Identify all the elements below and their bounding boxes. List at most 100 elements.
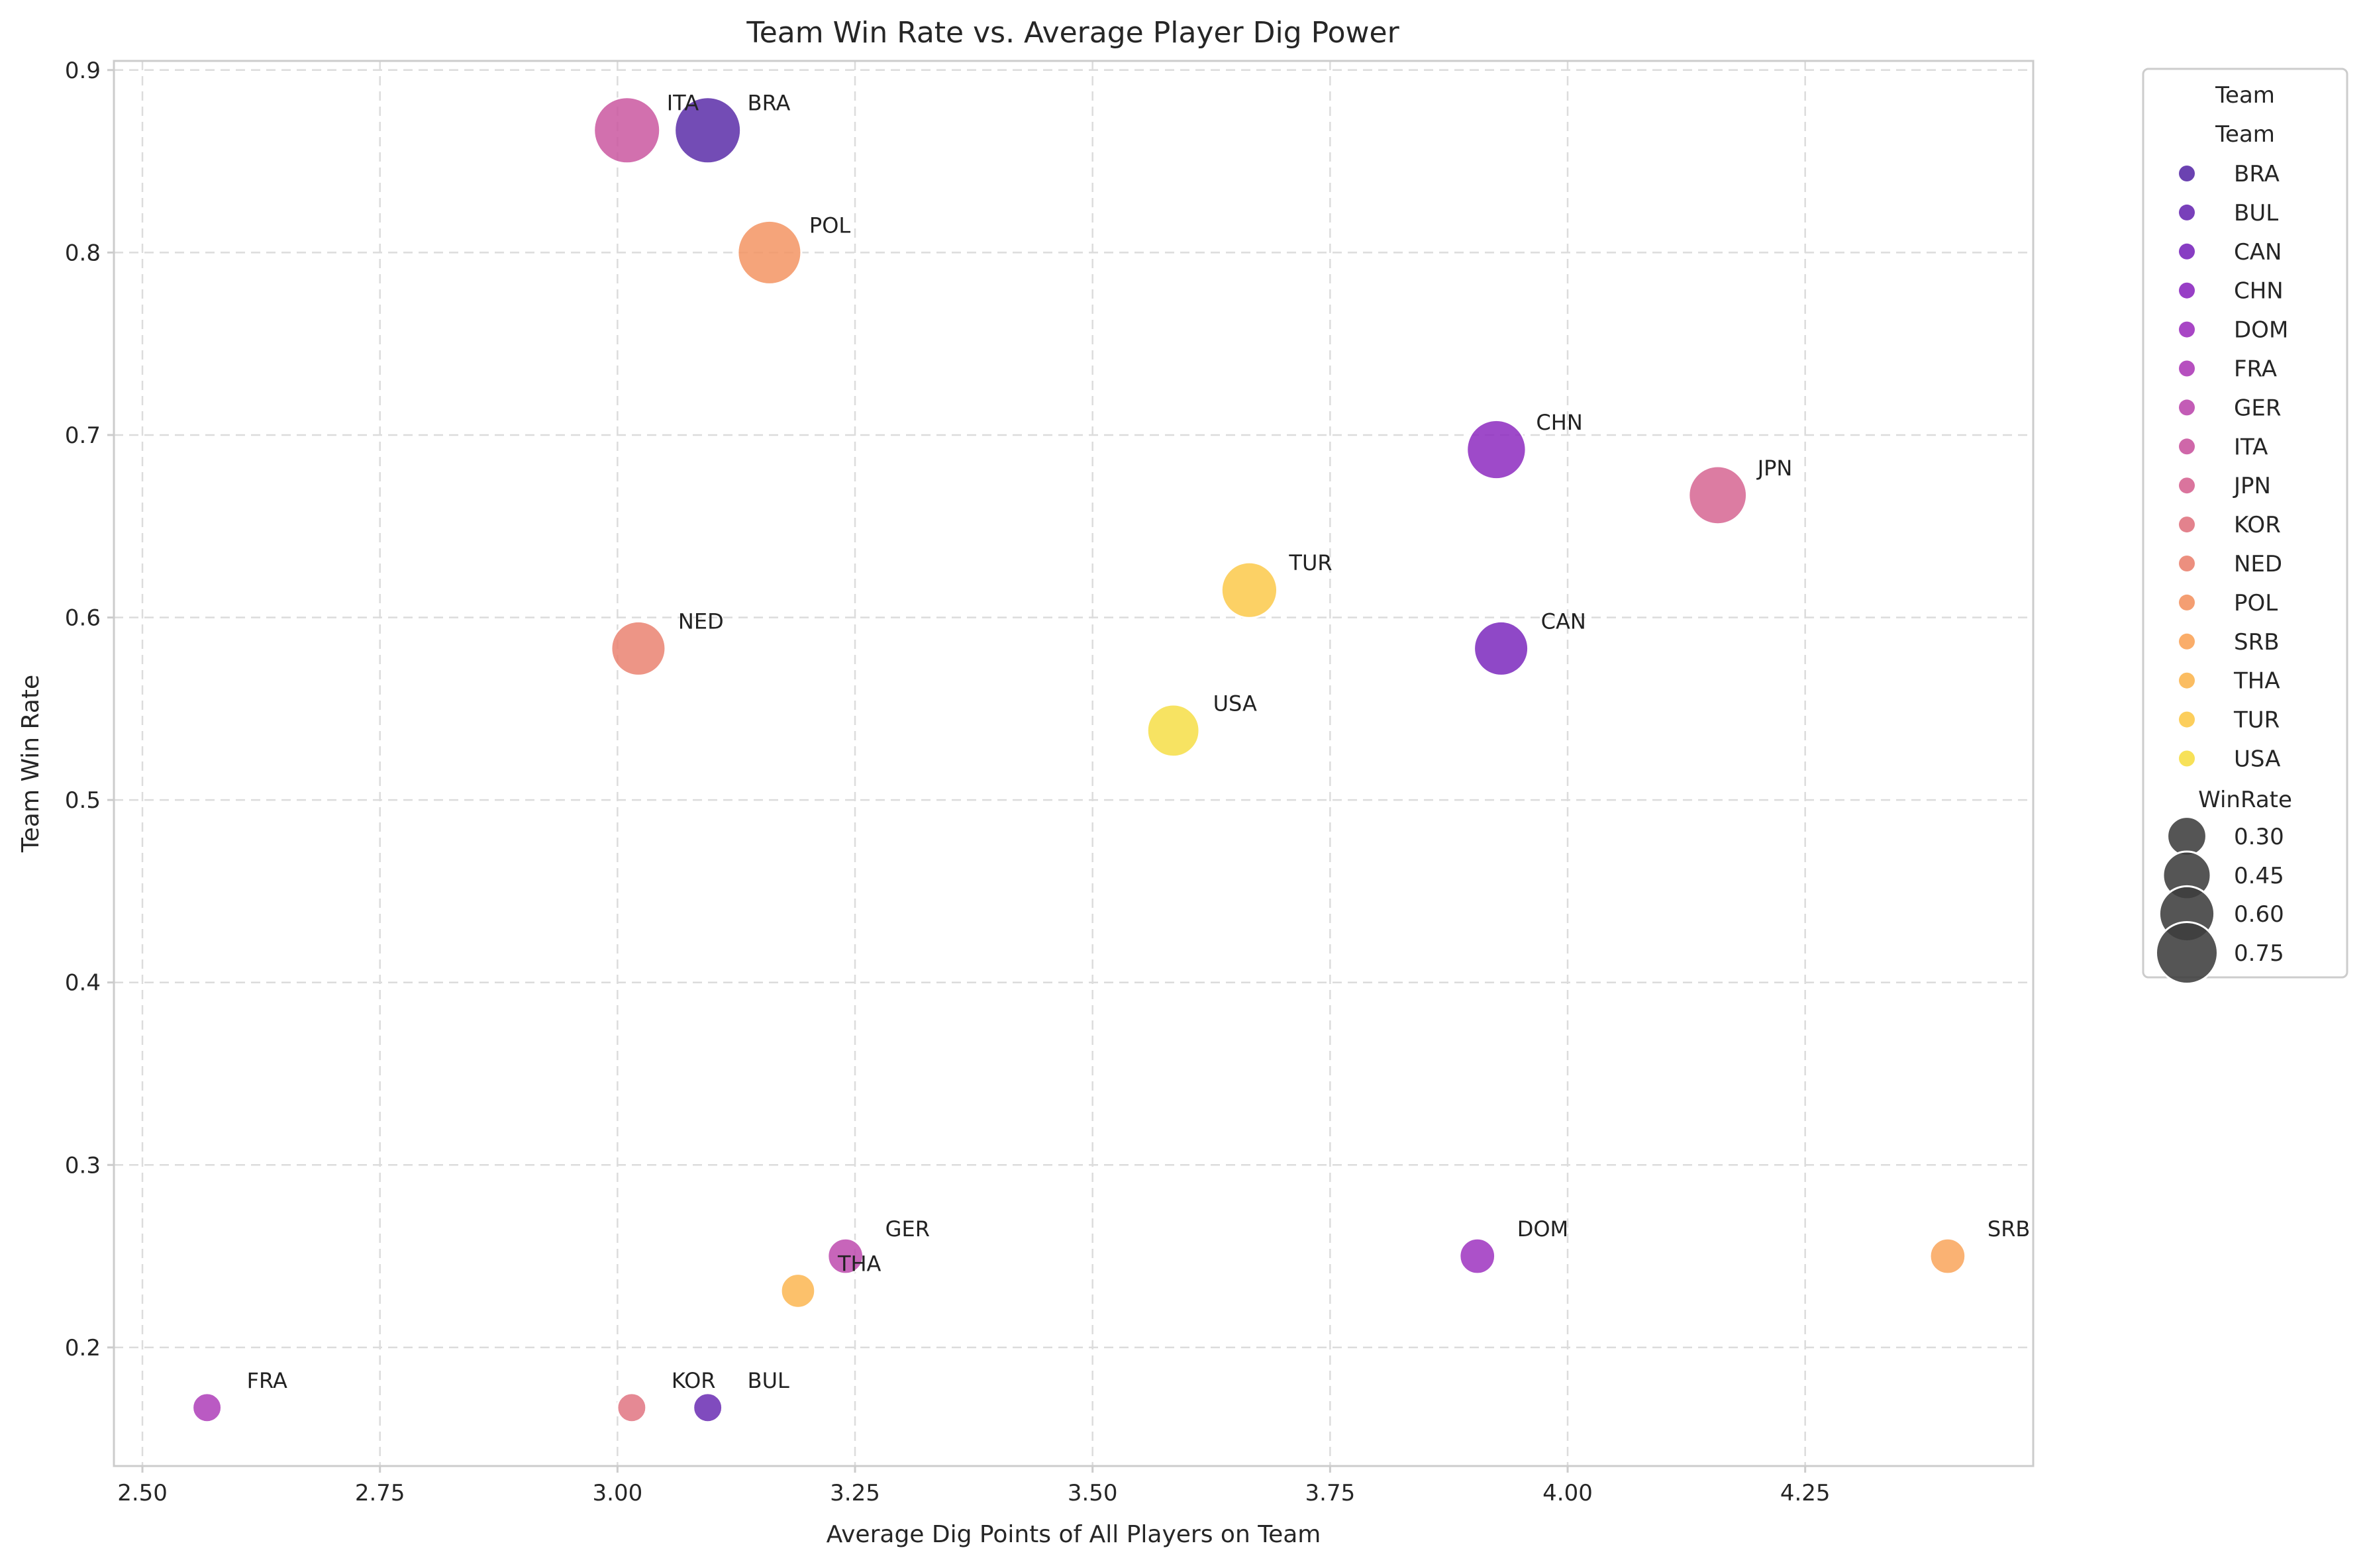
- legend-size-entries: 0.30 0.45 0.60 0.75: [2154, 816, 2284, 985]
- point-kor: [616, 1392, 648, 1424]
- legend-size-title: WinRate: [2198, 787, 2292, 813]
- point-label-jpn: JPN: [1756, 456, 1793, 481]
- x-tick-label: 4.00: [1542, 1480, 1593, 1506]
- legend-label-ned: NED: [2234, 551, 2282, 577]
- y-tick-label: 0.4: [65, 970, 101, 997]
- y-axis-label: Team Win Rate: [17, 675, 44, 853]
- grid-layer: [114, 61, 2033, 1466]
- legend-marker-kor: [2179, 516, 2195, 533]
- legend-marker-ned: [2179, 556, 2195, 571]
- legend-label-can: CAN: [2234, 239, 2282, 266]
- point-label-bra: BRA: [748, 91, 791, 116]
- legend-marker-srb: [2179, 633, 2195, 650]
- legend-marker-dom: [2179, 321, 2195, 338]
- x-tick-label: 3.50: [1068, 1480, 1118, 1506]
- legend-marker-tur: [2179, 711, 2195, 728]
- point-label-chn: CHN: [1536, 410, 1582, 435]
- legend-label-bra: BRA: [2234, 161, 2280, 187]
- legend-box: [2142, 68, 2348, 979]
- legend-label-dom: DOM: [2234, 317, 2288, 344]
- legend: Team Team BRA BUL CAN CHN DOM FRA GER ITA JPN KOR…: [2142, 68, 2348, 985]
- point-dom: [1458, 1237, 1497, 1275]
- plot-frame: [113, 60, 2035, 1467]
- legend-marker-jpn: [2179, 477, 2195, 494]
- legend-label-bul: BUL: [2234, 200, 2278, 226]
- point-pol: [736, 219, 803, 285]
- point-label-can: CAN: [1541, 609, 1586, 634]
- y-tick-label: 0.2: [65, 1335, 101, 1361]
- legend-marker-usa: [2179, 750, 2195, 767]
- legend-label-jpn: JPN: [2233, 473, 2271, 499]
- legend-title: Team: [2215, 82, 2275, 109]
- legend-marker-chn: [2179, 282, 2195, 299]
- point-label-pol: POL: [809, 213, 850, 238]
- x-tick-label: 2.75: [355, 1480, 405, 1506]
- legend-label-ger: GER: [2234, 395, 2281, 421]
- point-ned: [610, 620, 667, 677]
- point-jpn: [1687, 465, 1748, 526]
- point-usa: [1146, 703, 1201, 758]
- legend-size-marker: [2154, 920, 2219, 985]
- legend-size-label: 0.60: [2234, 901, 2284, 928]
- point-tur: [1220, 561, 1279, 619]
- legend-label-chn: CHN: [2234, 278, 2284, 305]
- point-label-kor: KOR: [672, 1368, 716, 1393]
- legend-size-marker: [2166, 816, 2207, 857]
- legend-marker-bra: [2179, 166, 2195, 181]
- point-can: [1473, 620, 1530, 677]
- x-tick-label: 2.50: [117, 1480, 168, 1506]
- point-label-ger: GER: [885, 1216, 930, 1242]
- legend-marker-tha: [2179, 672, 2195, 689]
- point-bra: [674, 96, 742, 165]
- point-ger: [827, 1237, 865, 1275]
- legend-marker-ger: [2179, 399, 2195, 416]
- legend-hue-title: Team: [2215, 121, 2275, 148]
- point-label-dom: DOM: [1517, 1216, 1568, 1242]
- x-axis-label: Average Dig Points of All Players on Tea…: [827, 1521, 1321, 1548]
- legend-marker-can: [2179, 243, 2195, 260]
- point-layer: [191, 96, 1967, 1424]
- y-tick-label: 0.3: [65, 1152, 101, 1179]
- legend-label-srb: SRB: [2234, 629, 2280, 656]
- x-tick-label: 3.75: [1305, 1480, 1356, 1506]
- point-label-srb: SRB: [1988, 1216, 2031, 1242]
- point-srb: [1929, 1237, 1967, 1275]
- point-label-fra: FRA: [247, 1368, 287, 1393]
- point-label-ned: NED: [678, 609, 724, 634]
- y-tick-label: 0.7: [65, 422, 101, 449]
- y-tick-label: 0.8: [65, 240, 101, 266]
- point-label-bul: BUL: [748, 1368, 789, 1393]
- point-label-layer: BRA BUL CAN CHN DOM FRA GER ITA JPN KOR NED POL SRB T…: [247, 91, 2031, 1393]
- legend-size-label: 0.30: [2234, 824, 2284, 850]
- point-fra: [191, 1392, 223, 1424]
- legend-label-tur: TUR: [2233, 707, 2280, 734]
- legend-label-usa: USA: [2234, 746, 2280, 773]
- legend-marker-pol: [2179, 594, 2195, 611]
- x-tick-label: 4.25: [1780, 1480, 1831, 1506]
- legend-hue-entries: BRA BUL CAN CHN DOM FRA GER ITA JPN KOR NED POL SRB T…: [2179, 161, 2288, 773]
- point-tha: [780, 1273, 817, 1309]
- y-tick-label: 0.9: [65, 58, 101, 84]
- legend-marker-fra: [2179, 360, 2195, 377]
- chart-title: Team Win Rate vs. Average Player Dig Pow…: [746, 16, 1399, 50]
- legend-label-tha: THA: [2233, 668, 2280, 695]
- legend-label-ita: ITA: [2234, 434, 2268, 460]
- point-bul: [692, 1392, 724, 1424]
- point-ita: [593, 96, 662, 165]
- legend-size-label: 0.75: [2234, 940, 2284, 967]
- legend-marker-ita: [2179, 438, 2195, 455]
- legend-label-kor: KOR: [2234, 512, 2281, 538]
- legend-marker-bul: [2179, 204, 2195, 220]
- legend-size-label: 0.45: [2234, 863, 2284, 889]
- y-tick-label: 0.6: [65, 605, 101, 632]
- x-tick-label: 3.00: [593, 1480, 643, 1506]
- y-tick-label: 0.5: [65, 787, 101, 814]
- point-label-usa: USA: [1213, 691, 1257, 716]
- point-label-ita: ITA: [667, 91, 699, 116]
- tick-layer: 2.50 2.75 3.00 3.25 3.50 3.75 4.00 4.25 0.2 0.3 0.…: [65, 58, 1831, 1506]
- point-label-tha: THA: [837, 1251, 881, 1276]
- point-label-tur: TUR: [1288, 550, 1332, 575]
- legend-label-pol: POL: [2234, 590, 2278, 616]
- x-tick-label: 3.25: [830, 1480, 880, 1506]
